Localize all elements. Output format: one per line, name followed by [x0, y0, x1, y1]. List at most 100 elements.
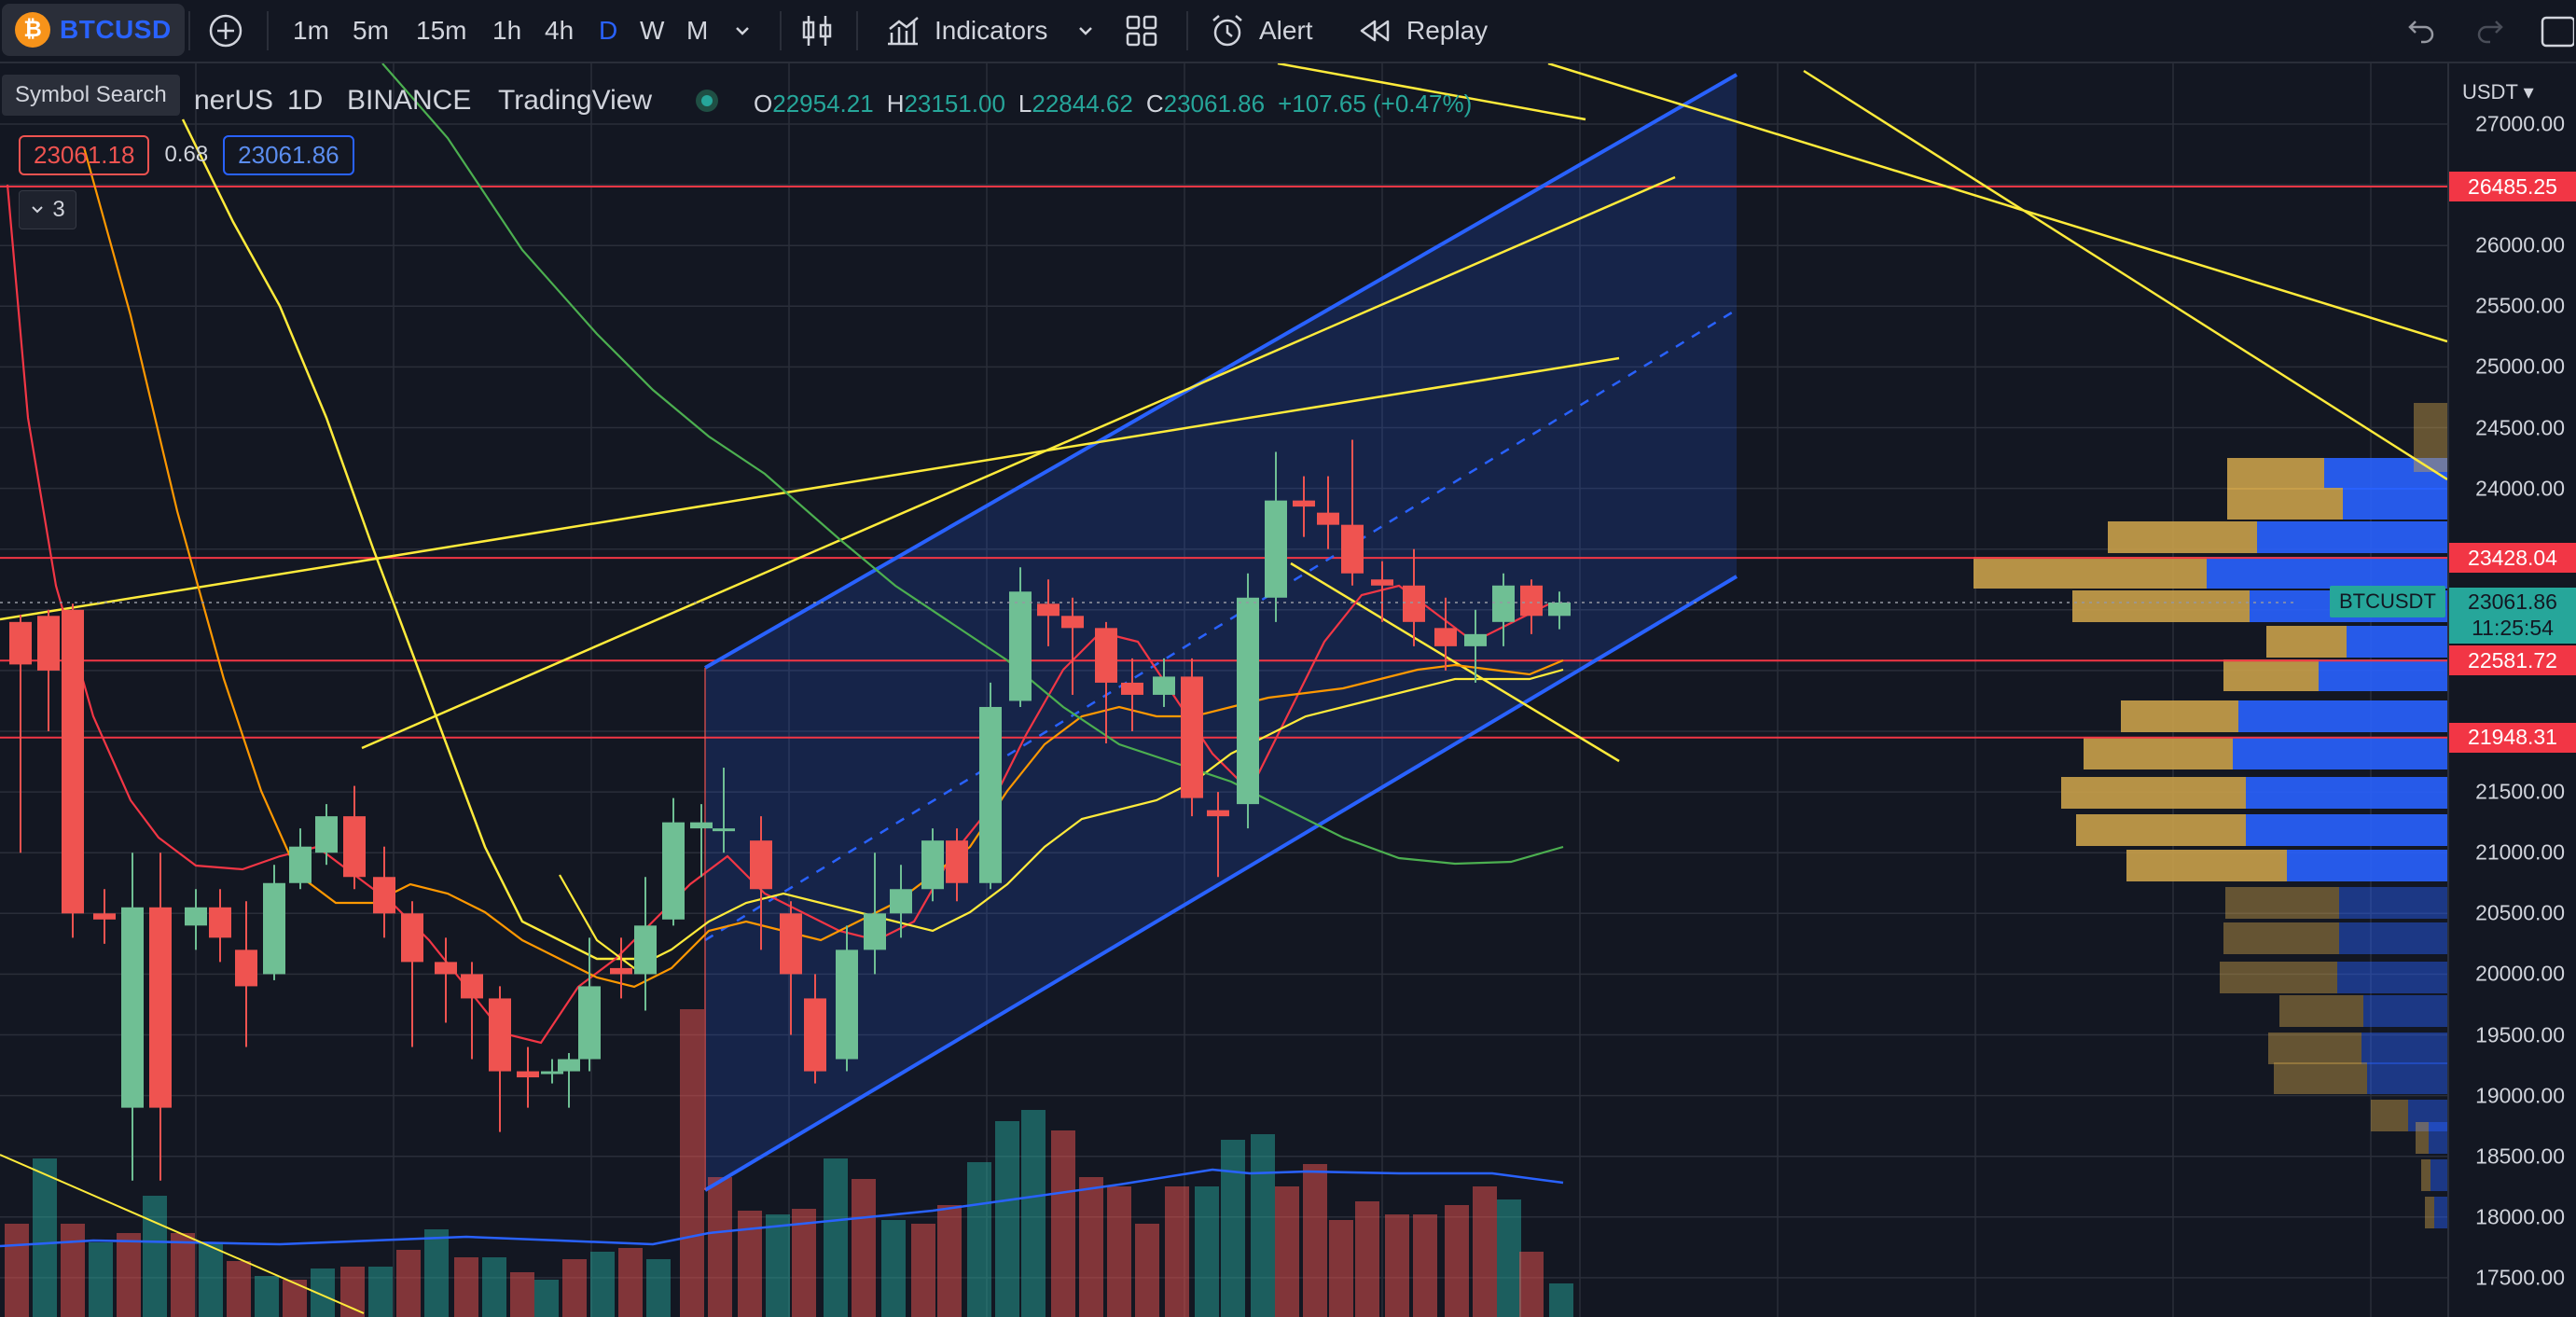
indicators-dropdown[interactable] — [1074, 0, 1097, 62]
candle — [9, 615, 32, 853]
candle — [185, 889, 207, 950]
sell-price-button[interactable]: 23061.18 — [19, 134, 150, 175]
spread-value: 0.68 — [164, 142, 209, 167]
collapse-indicators-button[interactable]: 3 — [19, 190, 76, 229]
candle — [541, 1059, 563, 1084]
timeframe-4h[interactable]: 4h — [545, 16, 575, 45]
volume-bar — [143, 1196, 167, 1317]
volume-bar — [368, 1267, 393, 1317]
candle — [209, 889, 231, 963]
volume-bar — [340, 1267, 365, 1317]
volume-bar — [1107, 1186, 1131, 1317]
candle — [558, 1053, 580, 1108]
price-axis[interactable]: 27000.00 26000.00 25500.00 25000.00 24500.00… — [2447, 63, 2576, 1317]
timeframe-15m[interactable]: 15m — [416, 16, 467, 45]
vp-bar-down — [2421, 1159, 2431, 1191]
add-symbol-button[interactable] — [207, 0, 244, 62]
ma-red — [6, 184, 1549, 1045]
candle — [1207, 792, 1229, 878]
volume-bar — [454, 1257, 478, 1317]
indicators-button[interactable]: Indicators — [884, 0, 1047, 62]
legend-symbol[interactable]: nerUS — [194, 85, 274, 116]
fullscreen-button[interactable] — [2537, 0, 2574, 62]
ohlc-low-key: L — [1018, 90, 1032, 118]
candle — [578, 937, 601, 1072]
alert-button[interactable]: Alert — [1209, 0, 1313, 62]
buy-price-button[interactable]: 23061.86 — [223, 134, 354, 175]
ohlc-close-key: C — [1145, 90, 1164, 118]
volume-bar — [824, 1158, 848, 1317]
timeframe-m[interactable]: M — [686, 16, 709, 45]
volume-bar — [61, 1224, 85, 1317]
timeframe-5m[interactable]: 5m — [353, 16, 389, 45]
replay-button[interactable]: Replay — [1356, 0, 1488, 62]
price-tick: 18000.00 — [2475, 1204, 2565, 1229]
price-tick: 18500.00 — [2475, 1144, 2565, 1169]
vp-bar-up — [2319, 659, 2447, 691]
volume-bar — [618, 1248, 643, 1317]
market-status-icon[interactable] — [694, 88, 720, 114]
vp-bar-down — [2227, 488, 2343, 520]
vp-bar-down — [2425, 1197, 2434, 1228]
level-price-label: 23428.04 — [2449, 543, 2576, 574]
price-tick: 19000.00 — [2475, 1083, 2565, 1108]
chart-type-button[interactable] — [800, 0, 834, 62]
ohlc-open: 22954.21 — [772, 90, 874, 118]
volume-bar — [1303, 1164, 1327, 1317]
timeframe-w[interactable]: W — [640, 16, 665, 45]
timeframe-d[interactable]: D — [599, 16, 618, 45]
volume-bar — [766, 1214, 790, 1317]
ma-orange — [82, 146, 1564, 989]
ohlc-high-key: H — [886, 90, 905, 118]
volume-bar — [680, 1009, 704, 1317]
candle — [836, 925, 858, 1072]
vp-bar-down — [2279, 995, 2363, 1027]
undo-button[interactable] — [2404, 0, 2438, 62]
candle — [1153, 658, 1175, 707]
legend-exchange[interactable]: BINANCE — [347, 85, 472, 116]
timeframe-1m[interactable]: 1m — [293, 16, 329, 45]
volume-bar — [171, 1233, 195, 1317]
volume-bar — [1473, 1186, 1497, 1317]
volume-bar — [1051, 1130, 1075, 1317]
redo-button[interactable] — [2473, 0, 2507, 62]
volume-bar — [117, 1233, 141, 1317]
vp-bar-down — [2371, 1100, 2408, 1131]
volume-bar — [1021, 1110, 1046, 1317]
candle — [149, 853, 172, 1181]
layout-button[interactable] — [1123, 0, 1160, 62]
candle — [1009, 567, 1032, 707]
price-chart[interactable] — [0, 63, 2447, 1317]
ohlc-open-key: O — [754, 90, 773, 118]
volume-bar — [396, 1250, 421, 1317]
legend-interval[interactable]: 1D — [287, 85, 324, 116]
volume-bar — [1251, 1134, 1275, 1317]
timeframe-dropdown[interactable] — [731, 0, 754, 62]
channel-lower-line — [703, 575, 1738, 1192]
vp-bar-up — [2324, 458, 2447, 490]
vp-bar-down — [2061, 777, 2246, 809]
vp-bar-down — [2223, 922, 2339, 954]
volume-bar — [792, 1209, 816, 1317]
vp-bar-up — [2363, 995, 2447, 1027]
currency-dropdown[interactable]: USDT ▾ — [2462, 80, 2534, 104]
chevron-down-icon — [736, 27, 749, 35]
vp-bar-down — [2227, 458, 2324, 490]
ohlc-change: +107.65 (+0.47%) — [1278, 90, 1473, 118]
legend-source[interactable]: TradingView — [498, 85, 653, 116]
vp-bar-up — [2287, 850, 2447, 881]
last-price-label: 23061.86 — [2449, 587, 2576, 617]
candle — [435, 937, 457, 1023]
channel-mid-line — [704, 308, 1738, 942]
timeframe-1h[interactable]: 1h — [492, 16, 522, 45]
candle — [1464, 609, 1487, 683]
symbol-search-button[interactable]: ₿ BTCUSD — [2, 4, 185, 56]
vp-bar-down — [2084, 738, 2233, 769]
volume-bar — [1165, 1186, 1189, 1317]
ohlc-high: 23151.00 — [904, 90, 1005, 118]
vp-bar-down — [2121, 700, 2238, 732]
rewind-icon — [1360, 20, 1390, 42]
alarm-clock-icon — [1212, 15, 1242, 47]
price-tick: 19500.00 — [2475, 1022, 2565, 1047]
volume-bar — [995, 1121, 1019, 1317]
